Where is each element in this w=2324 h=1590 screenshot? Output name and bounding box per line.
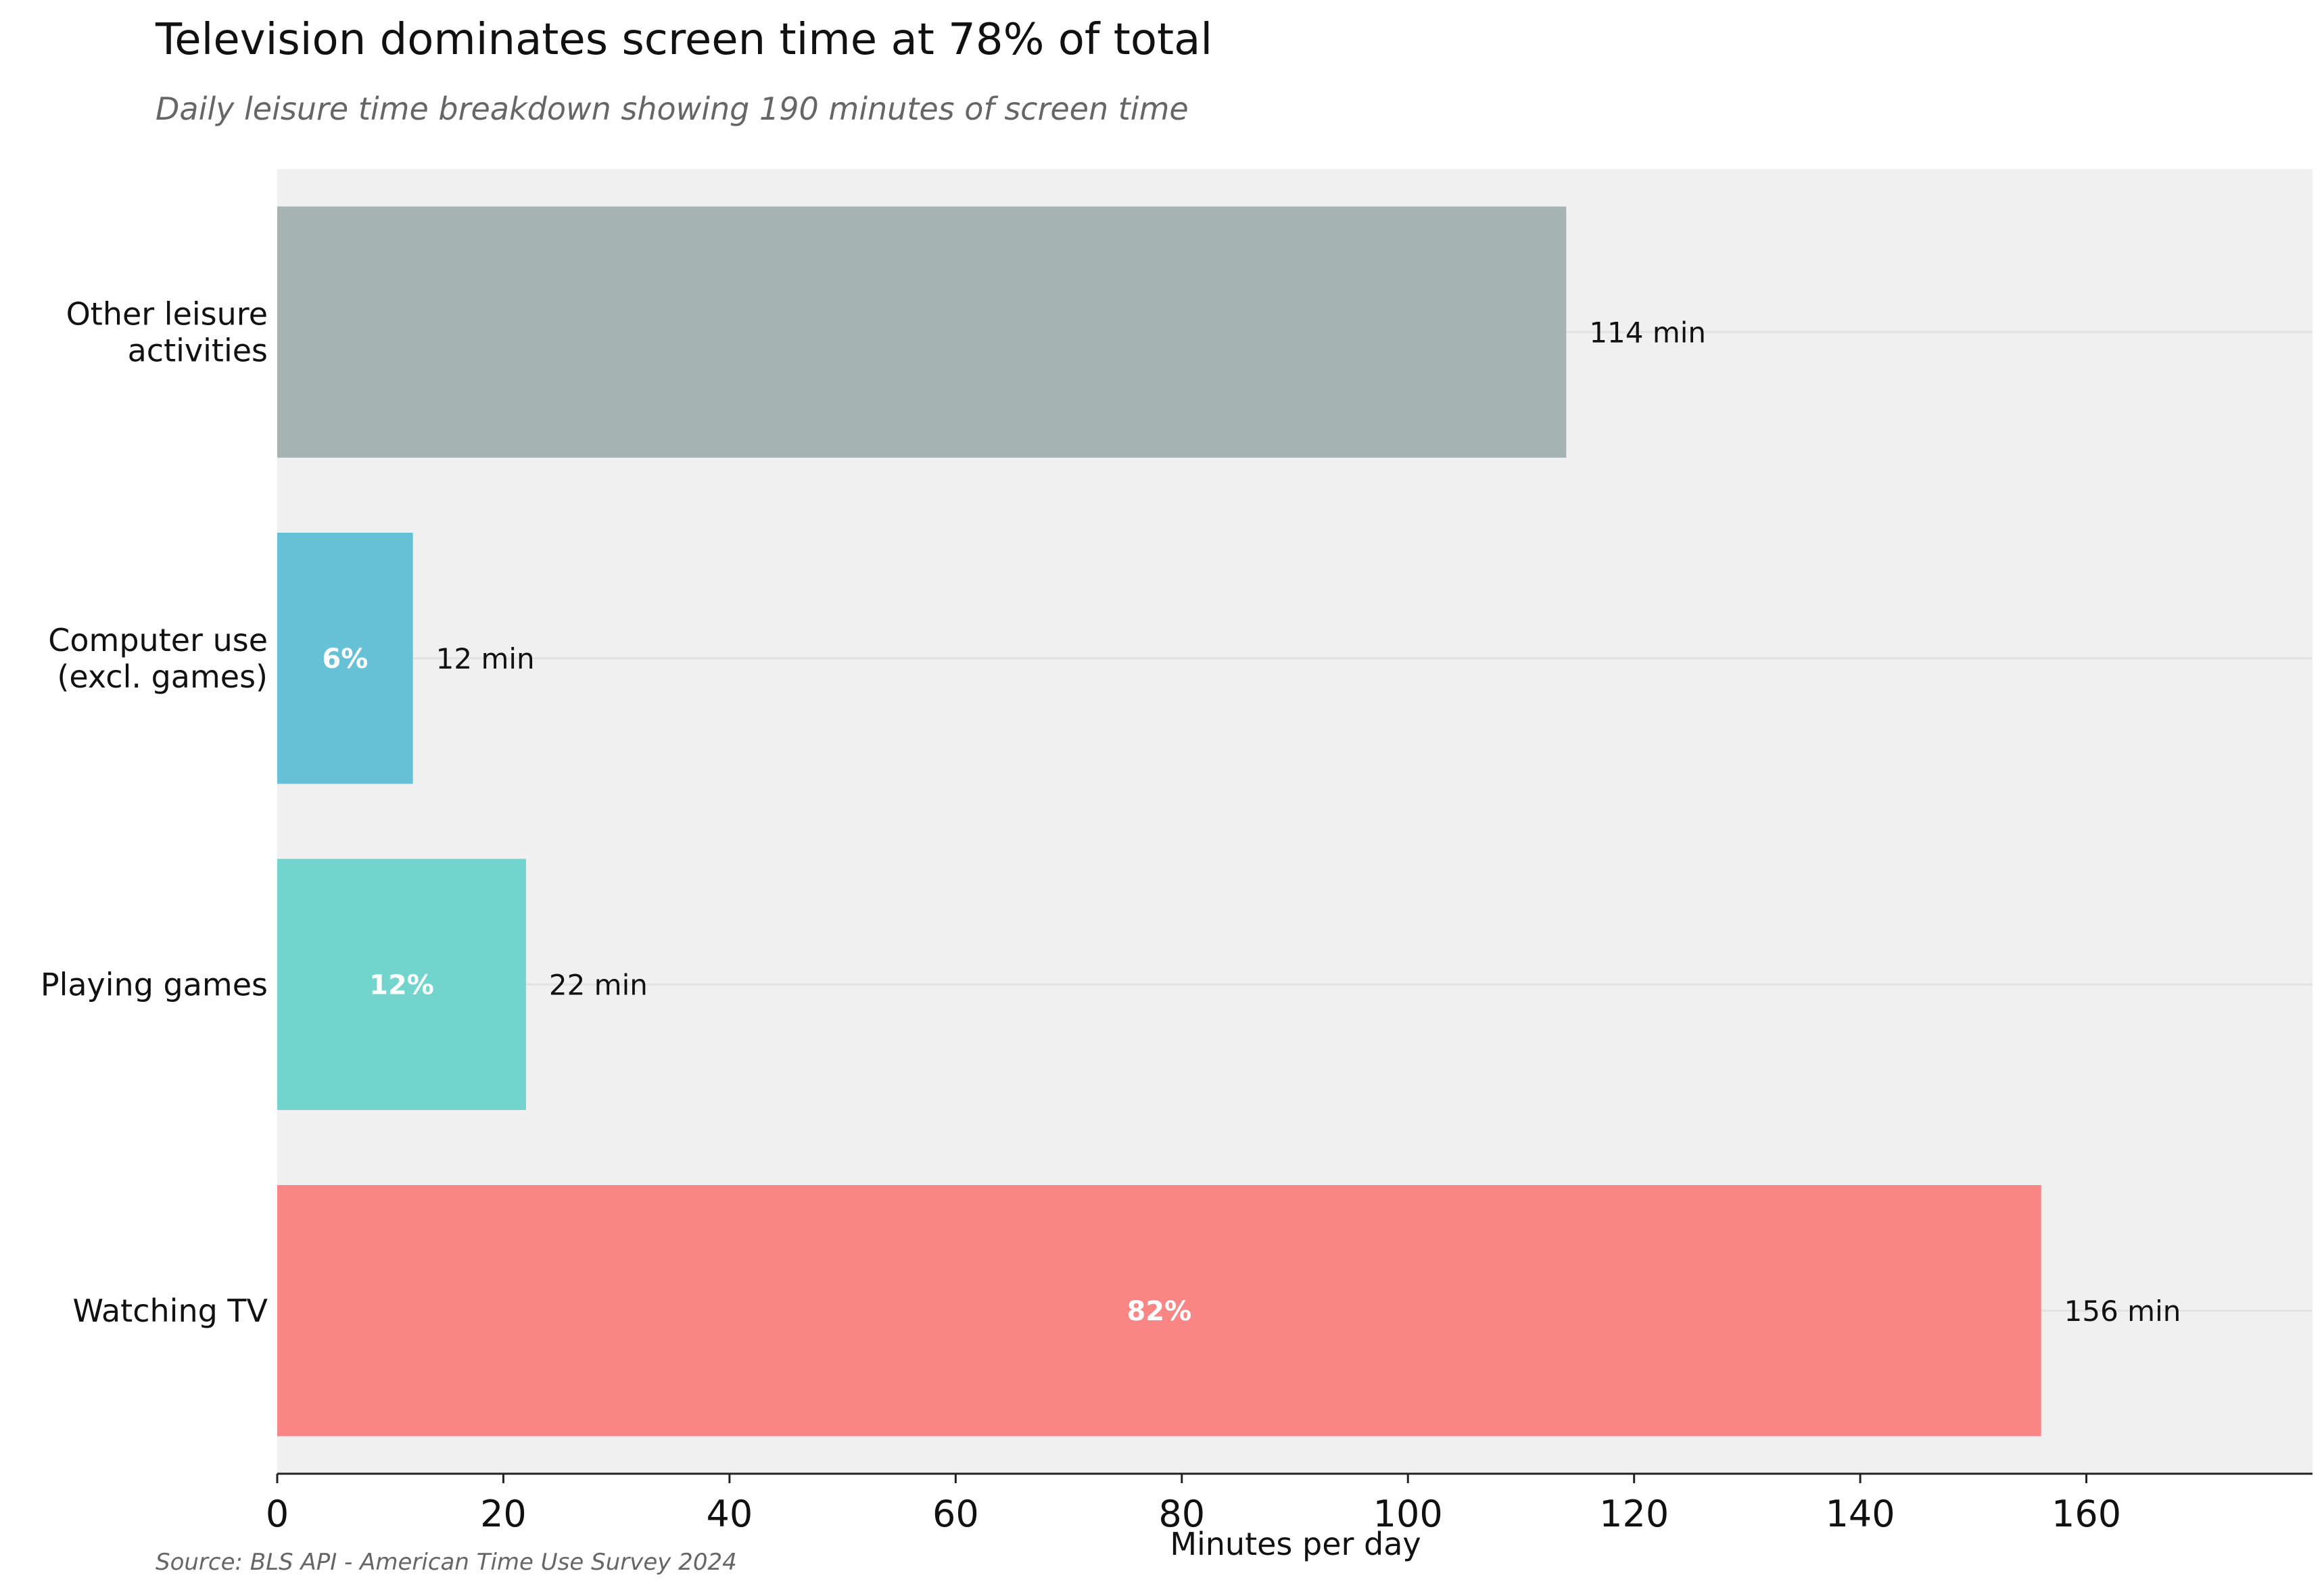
bar-value-label: 12 min bbox=[436, 642, 535, 675]
chart-title: Television dominates screen time at 78% … bbox=[155, 15, 1212, 65]
category-labels: Other leisure activities Computer use (excl… bbox=[41, 295, 268, 1329]
bar bbox=[277, 1184, 2041, 1437]
x-tick-label: 20 bbox=[480, 1493, 527, 1535]
bar-value-label: 22 min bbox=[549, 968, 648, 1001]
source-note: Source: BLS API - American Time Use Surv… bbox=[156, 1549, 737, 1576]
category-label: Other leisure activities bbox=[66, 295, 268, 368]
x-tick-labels: 0 20 40 60 80 100 120 140 160 bbox=[266, 1474, 2121, 1535]
bar bbox=[277, 532, 413, 784]
x-tick-label: 100 bbox=[1373, 1493, 1443, 1535]
bar bbox=[277, 859, 526, 1111]
x-tick-label: 160 bbox=[2052, 1493, 2121, 1535]
x-tick-label: 140 bbox=[1826, 1493, 1895, 1535]
bar-share-label: 82% bbox=[1127, 1296, 1191, 1327]
chart-subtitle: Daily leisure time breakdown showing 190… bbox=[156, 91, 1189, 127]
x-tick-label: 80 bbox=[1158, 1493, 1205, 1535]
x-axis-label: Minutes per day bbox=[1170, 1526, 1421, 1562]
bars bbox=[277, 206, 2041, 1437]
category-label: Playing games bbox=[41, 966, 268, 1003]
x-tick-label: 120 bbox=[1599, 1493, 1669, 1535]
bar-share-label: 12% bbox=[369, 969, 434, 1001]
bar-labels: 114 min 12 min 6% 22 min 12% 156 min 82% bbox=[322, 316, 2181, 1328]
x-tick-label: 0 bbox=[266, 1493, 289, 1535]
bar-value-label: 114 min bbox=[1589, 316, 1706, 349]
category-label: Computer use (excl. games) bbox=[48, 622, 268, 695]
x-tick-label: 60 bbox=[932, 1493, 979, 1535]
bar bbox=[277, 206, 1567, 458]
bar-share-label: 6% bbox=[322, 644, 368, 675]
x-tick-label: 40 bbox=[707, 1493, 753, 1535]
category-label: Watching TV bbox=[72, 1293, 268, 1329]
bar-value-label: 156 min bbox=[2064, 1295, 2181, 1328]
